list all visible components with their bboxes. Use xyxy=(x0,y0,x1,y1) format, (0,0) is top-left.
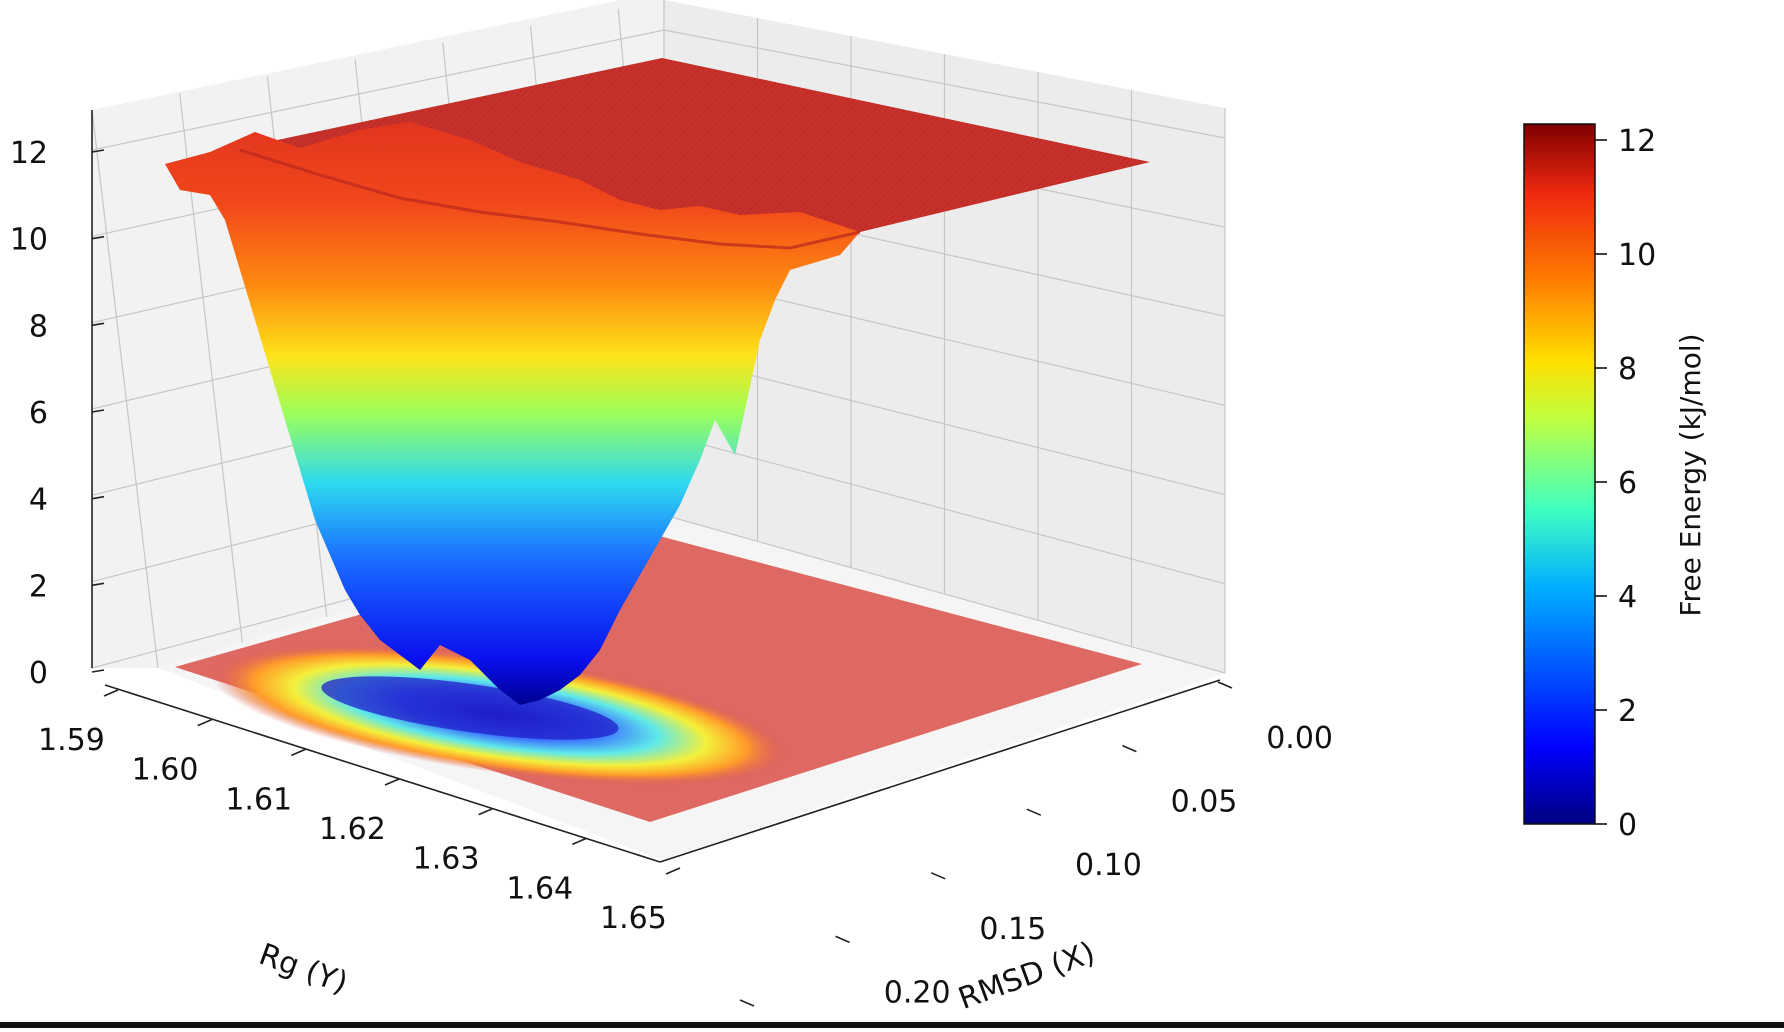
z-tick-label: 6 xyxy=(29,396,48,431)
bottom-border xyxy=(0,1022,1784,1028)
x-tick xyxy=(1217,681,1233,689)
axis-ticks: 0 2 4 6 8 10 12 1.59 1.60 1.61 1.62 1.63 1.64 1.65 0.0… xyxy=(10,136,1333,1010)
z-tick xyxy=(91,409,105,413)
y-tick-label: 1.65 xyxy=(600,901,667,936)
y-axis-title: Rg (Y) xyxy=(254,937,352,1001)
z-tick xyxy=(91,235,105,240)
x-axis-title: RMSD (X) xyxy=(954,935,1100,1017)
y-tick-label: 1.62 xyxy=(319,812,386,847)
colorbar xyxy=(1523,123,1596,825)
z-tick xyxy=(91,322,105,327)
y-tick xyxy=(103,689,119,697)
y-tick xyxy=(478,807,493,816)
floor-basin-core xyxy=(321,676,619,740)
grid-line xyxy=(663,352,1226,496)
y-tick-label: 1.60 xyxy=(132,753,199,788)
grid-line xyxy=(663,433,1226,585)
colorbar-ticks: 0 2 4 6 8 10 12 xyxy=(1595,124,1656,843)
x-tick-label: 0.00 xyxy=(1266,721,1333,756)
y-tick-label: 1.59 xyxy=(38,723,105,758)
z-tick xyxy=(91,669,105,673)
colorbar-tick-label: 2 xyxy=(1618,694,1637,729)
grid-line xyxy=(91,29,665,151)
y-tick xyxy=(291,748,306,757)
z-tick xyxy=(91,495,105,500)
z-tick-label: 0 xyxy=(29,656,48,691)
x-tick-label: 0.10 xyxy=(1075,848,1142,883)
y-tick xyxy=(384,778,400,786)
y-tick xyxy=(197,718,212,727)
basin-ridge-line xyxy=(239,148,861,250)
x-axis-line xyxy=(659,679,1221,863)
x-tick xyxy=(930,872,946,880)
y-tick-label: 1.61 xyxy=(225,782,292,817)
z-tick xyxy=(91,149,105,153)
y-axis-line xyxy=(104,684,661,863)
z-tick-label: 4 xyxy=(29,483,48,518)
x-tick-label: 0.05 xyxy=(1171,785,1238,820)
y-tick-label: 1.64 xyxy=(506,871,573,906)
colorbar-tick-label: 10 xyxy=(1618,238,1656,273)
z-tick-label: 10 xyxy=(10,223,48,258)
y-tick-label: 1.63 xyxy=(413,842,480,877)
z-tick-label: 12 xyxy=(10,136,48,171)
surface-cap-plateau xyxy=(165,58,1150,248)
colorbar-tick-label: 12 xyxy=(1618,124,1656,159)
y-tick xyxy=(665,867,681,875)
colorbar-tick-label: 6 xyxy=(1618,466,1637,501)
x-tick xyxy=(1122,744,1137,753)
x-tick xyxy=(1026,808,1042,816)
y-tick xyxy=(572,837,587,846)
surface-basin xyxy=(165,122,860,705)
grid-line xyxy=(663,29,1226,139)
x-tick xyxy=(835,935,850,944)
colorbar-tick-label: 8 xyxy=(1618,352,1637,387)
z-tick xyxy=(91,582,105,587)
grid-line xyxy=(91,109,159,669)
x-tick-label: 0.20 xyxy=(884,975,951,1010)
colorbar-label: Free Energy (kJ/mol) xyxy=(1674,333,1707,616)
x-tick-label: 0.15 xyxy=(979,912,1046,947)
z-tick-label: 8 xyxy=(29,309,48,344)
colorbar-tick-label: 4 xyxy=(1618,580,1637,615)
x-tick xyxy=(739,999,755,1007)
z-tick-label: 2 xyxy=(29,569,48,604)
colorbar-tick-label: 0 xyxy=(1618,808,1637,843)
grid-line xyxy=(663,514,1226,674)
